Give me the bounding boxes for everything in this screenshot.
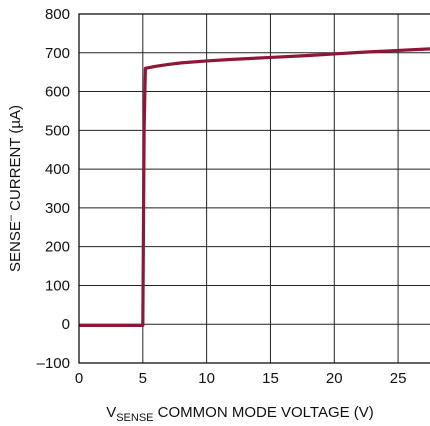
grid-lines <box>79 14 430 363</box>
y-tick-label-8: 700 <box>45 45 70 62</box>
y-tick-label-6: 500 <box>45 122 70 139</box>
y-tick-label-0: –100 <box>37 355 70 372</box>
y-tick-label-4: 300 <box>45 200 70 217</box>
y-tick-labels: –100 0 100 200 300 400 500 600 700 800 <box>37 6 70 372</box>
x-tick-label-2: 10 <box>198 370 215 387</box>
y-tick-label-9: 800 <box>45 6 70 23</box>
series-line-0 <box>79 47 430 327</box>
x-axis-title-main: V <box>106 404 116 421</box>
plot-frame <box>78 13 430 364</box>
x-axis-title-rest: COMMON MODE VOLTAGE (V) <box>154 404 374 421</box>
y-axis-title: SENSE– CURRENT (µA) <box>5 105 24 272</box>
x-tick-label-0: 0 <box>75 370 83 387</box>
y-tick-label-2: 100 <box>45 277 70 294</box>
y-axis-title-main: SENSE <box>7 221 24 272</box>
y-axis-title-rest: CURRENT (µA) <box>7 105 24 215</box>
y-tick-label-7: 600 <box>45 84 70 101</box>
y-tick-label-3: 200 <box>45 239 70 256</box>
x-axis-title: VSENSE COMMON MODE VOLTAGE (V) <box>106 404 374 424</box>
y-tick-label-1: 0 <box>62 316 70 333</box>
y-axis-title-superscript: – <box>5 214 17 221</box>
x-tick-label-3: 15 <box>262 370 279 387</box>
series-layer <box>79 47 430 327</box>
x-tick-label-4: 20 <box>326 370 343 387</box>
x-tick-labels: 0 5 10 15 20 25 <box>75 370 407 387</box>
x-tick-label-5: 25 <box>390 370 407 387</box>
x-axis-title-subscript: SENSE <box>116 412 153 424</box>
y-tick-label-5: 400 <box>45 161 70 178</box>
x-tick-label-1: 5 <box>139 370 147 387</box>
